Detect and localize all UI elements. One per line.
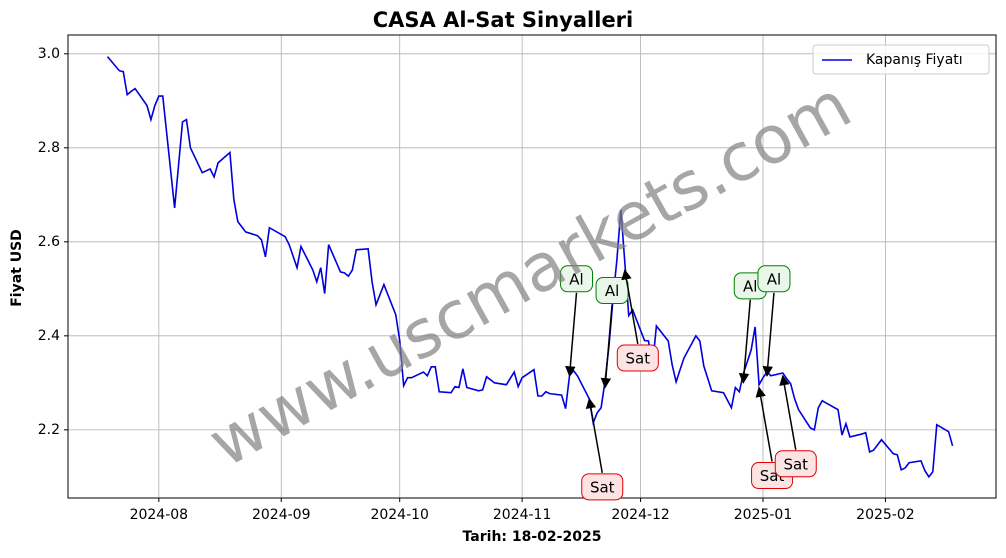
signal-box <box>560 265 594 293</box>
signal-label: Al <box>605 282 619 300</box>
signal-arrow <box>755 386 773 462</box>
signal-label: Sat <box>625 350 650 368</box>
x-tick-label: 2024-09 <box>252 507 311 523</box>
signal-box <box>757 265 791 293</box>
signal-arrow <box>779 374 797 450</box>
y-axis-label: Fiyat USD <box>9 229 25 307</box>
signal-arrow <box>565 292 578 377</box>
y-tick-label: 2.8 <box>38 140 60 156</box>
signal-box <box>774 450 817 478</box>
signal-arrow <box>762 292 775 377</box>
legend-label: Kapanış Fiyatı <box>866 52 963 68</box>
signal-arrow <box>738 299 752 384</box>
x-tick-label: 2024-11 <box>493 507 552 523</box>
y-tick-label: 2.4 <box>38 328 60 344</box>
signal-arrow <box>600 304 613 389</box>
x-tick-label: 2024-10 <box>370 507 429 523</box>
signal-box <box>581 473 624 501</box>
price-line <box>106 56 954 479</box>
y-tick-label: 2.6 <box>38 234 60 250</box>
legend-frame <box>812 44 990 75</box>
signal-label: Al <box>767 270 781 288</box>
signal-label: Al <box>569 270 583 288</box>
x-tick-label: 2025-02 <box>856 507 915 523</box>
signal-label: Al <box>743 277 757 295</box>
signal-label: Sat <box>590 478 615 496</box>
signal-arrow <box>621 268 639 345</box>
plot-frame <box>67 34 997 499</box>
y-tick-label: 3.0 <box>38 46 60 62</box>
x-tick-label: 2024-12 <box>611 507 670 523</box>
x-axis-label: Tarih: 18-02-2025 <box>463 529 602 545</box>
signal-label: Sat <box>783 455 808 473</box>
chart-title: CASA Al-Sat Sinyalleri <box>373 8 634 32</box>
x-tick-label: 2024-08 <box>130 507 189 523</box>
signal-box <box>616 344 659 372</box>
signal-arrow <box>585 397 603 473</box>
x-tick-label: 2025-01 <box>734 507 793 523</box>
y-tick-label: 2.2 <box>38 422 60 438</box>
